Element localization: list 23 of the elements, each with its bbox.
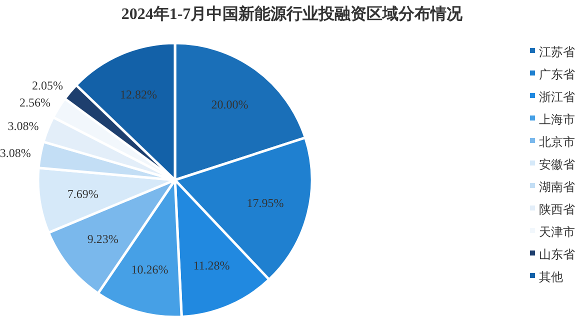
legend-label: 安徽省 xyxy=(539,158,575,172)
data-label: 10.26% xyxy=(131,262,168,277)
data-label: 12.82% xyxy=(120,87,157,102)
legend-label: 其他 xyxy=(539,270,563,284)
data-label: 20.00% xyxy=(211,98,248,112)
legend-label: 江苏省 xyxy=(539,45,575,59)
data-label: 3.08% xyxy=(0,146,31,160)
legend-label: 陕西省 xyxy=(539,202,575,216)
legend-label: 上海市 xyxy=(539,112,575,126)
data-label: 9.23% xyxy=(87,232,118,246)
data-label: 7.69% xyxy=(67,187,98,202)
data-label: 2.56% xyxy=(19,96,50,110)
legend-label: 湖南省 xyxy=(539,180,575,194)
data-label: 3.08% xyxy=(8,118,39,133)
chart-title: 2024年1-7月中国新能源行业投融资区域分布情况 xyxy=(121,5,464,23)
legend-label: 天津市 xyxy=(539,225,575,239)
data-label: 2.05% xyxy=(32,78,63,92)
legend-label: 北京市 xyxy=(539,135,575,149)
data-label: 17.95% xyxy=(246,196,284,210)
data-label: 11.28% xyxy=(193,258,230,273)
legend-label: 浙江省 xyxy=(539,90,575,104)
legend-label: 山东省 xyxy=(539,248,575,262)
legend-label: 广东省 xyxy=(539,68,575,82)
